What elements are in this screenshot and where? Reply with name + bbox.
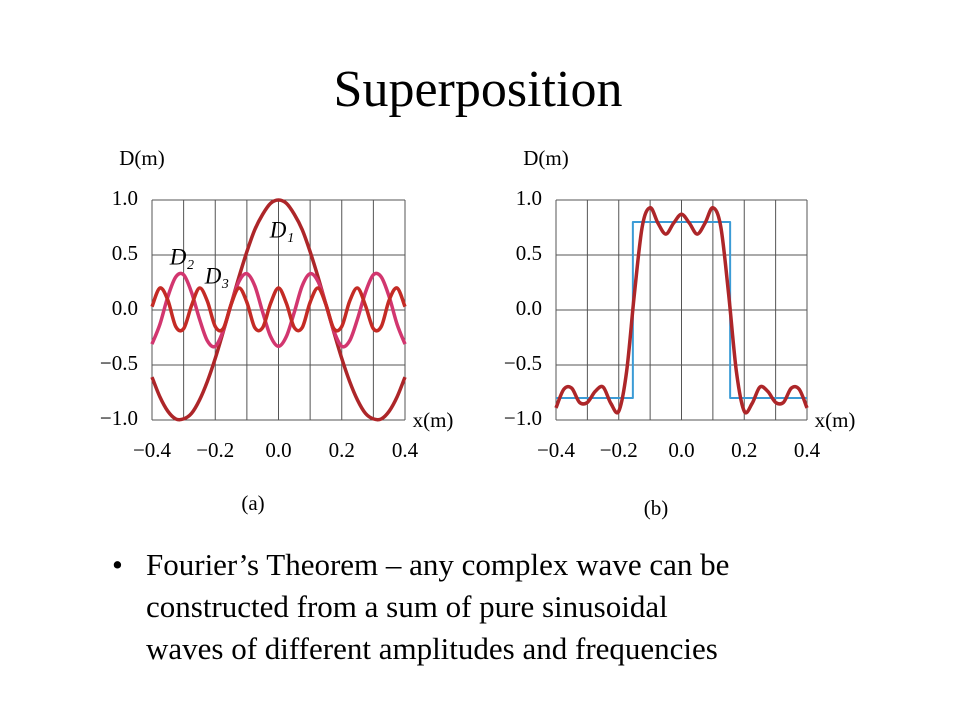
- y-tick-label: −1.0: [504, 406, 542, 430]
- series-label: D₂: [169, 244, 195, 269]
- x-tick-label: −0.2: [600, 438, 638, 462]
- panel-caption: (b): [644, 496, 669, 520]
- y-tick-label: −1.0: [100, 406, 138, 430]
- x-tick-label: −0.2: [196, 438, 234, 462]
- data-line: [150, 286, 407, 333]
- x-tick-label: −0.4: [133, 438, 172, 462]
- y-tick-label: 0.0: [516, 296, 542, 320]
- slide-title: Superposition: [334, 61, 623, 118]
- data-line: [554, 205, 809, 415]
- bullet-text: Fourier’s Theorem – any complex wave can…: [146, 544, 729, 670]
- y-tick-label: 1.0: [516, 186, 542, 210]
- y-tick-label: 0.0: [112, 296, 138, 320]
- y-tick-label: 0.5: [516, 241, 542, 265]
- x-tick-label: 0.0: [265, 438, 291, 462]
- y-axis-label: D(m): [523, 146, 569, 170]
- panel-caption: (a): [241, 491, 264, 515]
- x-tick-label: 0.2: [329, 438, 355, 462]
- bullet-line: constructed from a sum of pure sinusoida…: [146, 589, 668, 624]
- chart-area: Superposition 1.0 0.5 0.0 −0.5 −1.0 −0.4 −0.2 0…: [100, 61, 856, 520]
- bullet-line: waves of different amplitudes and freque…: [146, 631, 718, 666]
- x-tick-label: −0.4: [537, 438, 576, 462]
- y-axis-label: D(m): [119, 146, 165, 170]
- series-label: D₃: [204, 263, 230, 288]
- x-tick-label: 0.4: [392, 438, 419, 462]
- y-tick-label: −0.5: [100, 351, 138, 375]
- x-axis-label: x(m): [815, 408, 856, 432]
- x-axis-label: x(m): [413, 408, 454, 432]
- x-tick-label: 0.0: [668, 438, 694, 462]
- x-tick-label: 0.2: [731, 438, 757, 462]
- series-label: D₁: [269, 217, 295, 242]
- y-tick-label: −0.5: [504, 351, 542, 375]
- data-line: [556, 221, 807, 399]
- bullet-line: Fourier’s Theorem – any complex wave can…: [146, 547, 730, 582]
- bullet-dot: •: [112, 547, 123, 582]
- y-tick-label: 1.0: [112, 186, 138, 210]
- x-tick-label: 0.4: [794, 438, 821, 462]
- data-line: [150, 198, 407, 422]
- y-tick-label: 0.5: [112, 241, 138, 265]
